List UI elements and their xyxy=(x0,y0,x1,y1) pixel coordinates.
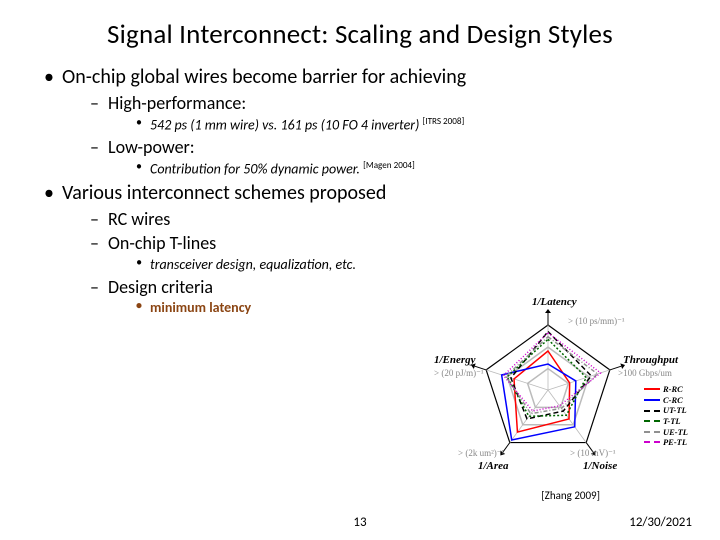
slide-title: Signal Interconnect: Scaling and Design … xyxy=(40,18,680,51)
axis-latency: 1/Latency xyxy=(532,296,577,308)
gray-area: > (2k um²)⁻¹ xyxy=(458,448,504,459)
bullet-1b-text: Low-power: xyxy=(108,136,195,158)
bullet-1a: High-performance: 542 ps (1 mm wire) vs.… xyxy=(90,92,680,134)
bullet-1-text: On-chip global wires become barrier for … xyxy=(62,65,466,89)
legend-row: UT-TL xyxy=(644,405,688,416)
axis-area: 1/Area xyxy=(478,460,509,472)
bullet-2b: On-chip T-lines transceiver design, equa… xyxy=(90,232,680,274)
legend-row: C-RC xyxy=(644,395,688,406)
gray-energy: > (20 pJ/m)⁻¹ xyxy=(434,368,484,379)
legend-row: R-RC xyxy=(644,384,688,395)
bullet-1a1: 542 ps (1 mm wire) vs. 161 ps (10 FO 4 i… xyxy=(136,116,680,135)
radar-diagram: 1/Latency > (10 ps/mm)⁻¹ Throughput >100… xyxy=(428,300,688,490)
bullet-1a-text: High-performance: xyxy=(108,92,246,114)
legend-row: PE-TL xyxy=(644,437,688,448)
gray-noise: > (10 mV)⁻¹ xyxy=(570,448,616,459)
axis-throughput: Throughput xyxy=(623,354,678,366)
bullet-2c-text: Design criteria xyxy=(108,276,213,298)
bullet-2a: RC wires xyxy=(90,208,680,231)
radar-legend: R-RCC-RCUT-TLT-TLUE-TLPE-TL xyxy=(644,384,688,448)
gray-throughput: >100 Gbps/um xyxy=(618,368,672,378)
bullet-1b1-cite: [Magen 2004] xyxy=(363,160,415,171)
bullet-2-text: Various interconnect schemes proposed xyxy=(62,181,386,205)
bullet-2: Various interconnect schemes proposed RC… xyxy=(40,181,680,318)
axis-energy: 1/Energy xyxy=(434,354,476,366)
legend-row: T-TL xyxy=(644,416,688,427)
diagram-citation: [Zhang 2009] xyxy=(541,489,600,502)
bullet-1a1-cite: [ITRS 2008] xyxy=(422,116,464,127)
bullet-1b1: Contribution for 50% dynamic power. [Mag… xyxy=(136,160,680,179)
footer-date: 12/30/2021 xyxy=(629,515,692,530)
bullet-list: On-chip global wires become barrier for … xyxy=(40,65,680,318)
bullet-1b1-text: Contribution for 50% dynamic power. xyxy=(150,161,360,178)
axis-noise: 1/Noise xyxy=(583,460,617,472)
bullet-2b1: transceiver design, equalization, etc. xyxy=(136,256,680,274)
gray-latency: > (10 ps/mm)⁻¹ xyxy=(568,316,625,327)
bullet-1b: Low-power: Contribution for 50% dynamic … xyxy=(90,136,680,178)
bullet-1: On-chip global wires become barrier for … xyxy=(40,65,680,179)
legend-row: UE-TL xyxy=(644,427,688,438)
bullet-1a1-text: 542 ps (1 mm wire) vs. 161 ps (10 FO 4 i… xyxy=(150,116,419,133)
page-number: 13 xyxy=(0,515,720,530)
bullet-2b-text: On-chip T-lines xyxy=(108,232,216,254)
